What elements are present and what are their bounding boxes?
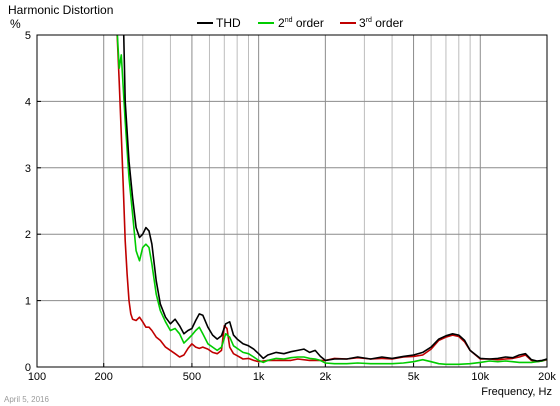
x-tick-label: 10k — [471, 371, 489, 383]
series-line-3rd-order — [116, 35, 547, 363]
legend-superscript-2nd: nd — [285, 17, 293, 24]
legend-label-thd: THD — [216, 16, 241, 30]
y-tick-label: 1 — [25, 296, 31, 308]
x-tick-label: 500 — [183, 371, 201, 383]
series-line-thd — [122, 35, 547, 362]
date-label: April 5, 2016 — [4, 395, 49, 404]
x-tick-label: 200 — [95, 371, 113, 383]
x-axis-ticks: 100 200 500 1k 2k 5k 10k 20k — [28, 363, 556, 383]
x-tick-label: 100 — [28, 371, 46, 383]
legend: THD 2nd order 3rd order — [197, 16, 403, 30]
x-tick-label: 20k — [538, 371, 556, 383]
legend-word-order-3rd: order — [372, 16, 403, 30]
x-tick-label: 1k — [253, 371, 265, 383]
y-tick-label: 0 — [25, 362, 31, 374]
y-tick-label: 5 — [25, 30, 31, 42]
y-tick-label: 4 — [25, 96, 31, 108]
legend-superscript-3rd: rd — [366, 17, 372, 24]
series-lines — [116, 35, 547, 366]
y-tick-label: 2 — [25, 229, 31, 241]
legend-label-3rd-order: 3rd order — [359, 16, 403, 30]
x-tick-label: 2k — [320, 371, 332, 383]
legend-word-order-2nd: order — [292, 16, 323, 30]
y-tick-label: 3 — [25, 163, 31, 175]
chart-title: Harmonic Distortion — [8, 3, 113, 17]
plot-frame — [36, 34, 548, 368]
y-axis-label: % — [10, 17, 21, 31]
grid — [37, 35, 547, 367]
x-tick-label: 5k — [408, 371, 420, 383]
plot-area — [116, 35, 547, 366]
x-axis-label: Frequency, Hz — [481, 386, 552, 398]
series-line-2nd-order — [116, 35, 547, 366]
